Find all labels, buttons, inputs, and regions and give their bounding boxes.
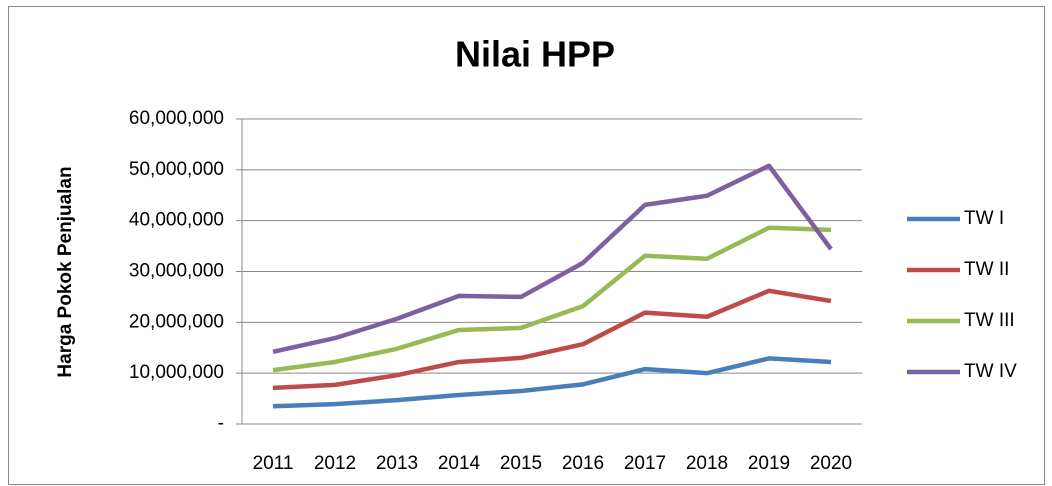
legend-label: TW III — [964, 310, 1015, 331]
x-tick-label: 2014 — [438, 453, 481, 474]
y-tick-label: 10,000,000 — [129, 362, 224, 383]
series-line — [272, 356, 832, 409]
y-tick-label: 40,000,000 — [129, 210, 224, 231]
y-axis-label: Harga Pokok Penjualan — [55, 166, 76, 377]
x-tick-label: 2017 — [624, 453, 666, 474]
legend-label: TW I — [964, 208, 1004, 229]
series-line — [272, 225, 832, 373]
y-tick-label: - — [218, 413, 224, 434]
y-tick-label: 50,000,000 — [129, 159, 224, 180]
x-tick-label: 2013 — [376, 453, 418, 474]
x-tick-label: 2016 — [562, 453, 604, 474]
y-tick-label: 20,000,000 — [129, 311, 224, 332]
x-tick-label: 2019 — [748, 453, 790, 474]
x-tick-label: 2012 — [314, 453, 356, 474]
x-tick-label: 2011 — [253, 453, 294, 474]
chart-frame — [8, 6, 1045, 485]
legend-label: TW IV — [964, 361, 1017, 382]
y-tick-label: 60,000,000 — [129, 108, 224, 129]
chart-title: Nilai HPP — [455, 34, 615, 75]
x-tick-label: 2020 — [810, 453, 852, 474]
y-tick-label: 30,000,000 — [129, 261, 224, 282]
series-line — [272, 288, 832, 391]
legend-label: TW II — [964, 259, 1009, 280]
x-tick-label: 2015 — [500, 453, 542, 474]
x-tick-label: 2018 — [686, 453, 728, 474]
series-line — [272, 163, 833, 355]
